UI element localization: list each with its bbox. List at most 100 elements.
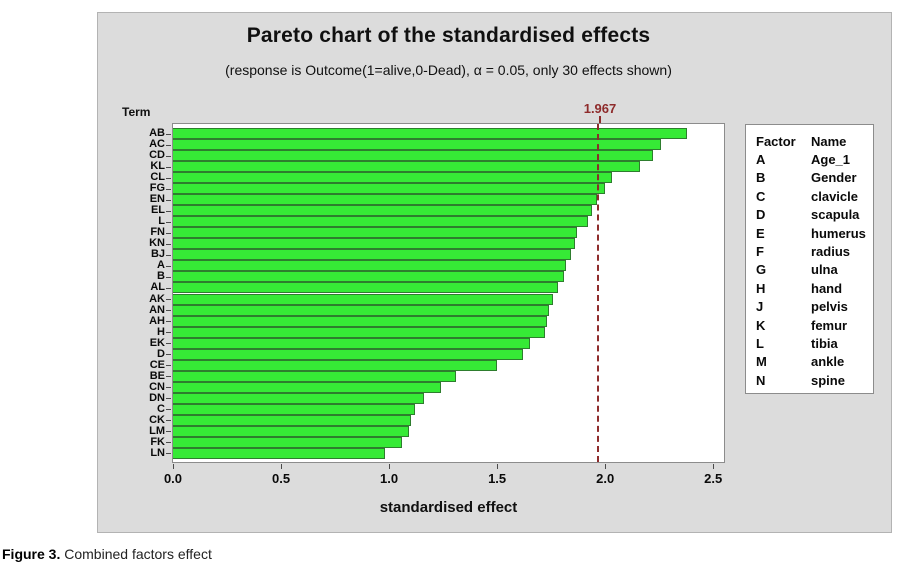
y-axis-tick [166,199,171,201]
y-axis-title: Term [122,105,151,119]
legend-factor-cell: K [756,317,766,333]
y-axis-tick [166,409,171,411]
y-axis-tick [166,166,171,168]
y-axis-term-label: AB [149,127,165,140]
figure-caption-label: Figure 3. [2,546,61,562]
x-axis-tick-label: 0.0 [163,471,183,486]
y-axis-term-label: DN [149,391,165,404]
y-axis-term-label: LM [149,424,165,437]
legend-name-cell: humerus [811,225,866,241]
legend-factor-cell: C [756,188,766,204]
legend-name-cell: femur [811,317,848,333]
y-axis-term-label: CE [149,358,165,371]
bar [173,414,411,426]
figure-caption-text: Combined factors effect [60,546,212,562]
legend-factor-cell: G [756,262,767,278]
bar [173,271,565,283]
bar [173,216,588,228]
chart-panel: Pareto chart of the standardised effects… [97,12,892,533]
legend-factor-cell: B [756,170,766,186]
y-axis-tick [166,133,171,135]
y-axis-term-label: C [157,402,165,415]
bar [173,425,409,437]
legend-header-cell: Name [811,133,847,149]
y-axis-tick [166,431,171,433]
y-axis-term-label: H [157,325,165,338]
y-axis-tick [166,155,171,157]
legend-factor-cell: D [756,207,766,223]
legend-row: A Age_1 [756,150,873,168]
y-axis-term-label: AL [150,281,165,294]
bar [173,359,498,371]
bar [173,337,530,349]
legend-row: B Gender [756,169,873,187]
bar [173,370,457,382]
bar [173,282,558,294]
bar [173,326,545,338]
legend-factor-cell: M [756,354,767,370]
x-axis-tick-label: 1.0 [380,471,399,486]
bar [173,436,403,448]
y-axis-term-label: D [157,347,165,360]
legend-name-cell: spine [811,372,845,388]
legend-name-cell: tibia [811,335,838,351]
bar [173,183,606,195]
y-axis-term-label: AK [149,292,165,305]
y-axis-term-label: AN [149,303,165,316]
y-axis-term-label: FN [150,226,165,239]
y-axis-tick [166,310,171,312]
y-axis-tick [166,265,171,267]
y-axis-term-label: AH [149,314,165,327]
y-axis-tick [166,453,171,455]
y-axis-tick [166,243,171,245]
y-axis-tick [166,343,171,345]
y-axis-term-label: FK [150,435,165,448]
y-axis-term-label: BJ [150,248,165,261]
y-axis-tick [166,420,171,422]
y-axis-term-label: KL [150,160,165,173]
bar [173,447,385,459]
y-axis-term-label: CD [149,149,165,162]
y-axis-term-label: EN [149,193,165,206]
x-axis-tick [389,464,391,469]
x-axis-tick [173,464,174,469]
y-axis-term-label: B [157,270,165,283]
y-axis-term-label: CK [149,413,165,426]
bar [173,293,554,305]
bar [173,227,578,239]
x-axis-tick-label: 1.5 [488,471,507,486]
legend-factor-cell: J [756,299,764,315]
legend-factor-cell: F [756,244,764,260]
legend-name-cell: ulna [811,262,838,278]
x-axis-tick [713,464,715,469]
y-axis-term-label: FG [149,182,165,195]
y-axis-term-label: AC [149,138,165,151]
y-axis-tick [166,398,171,400]
legend-name-cell: radius [811,244,851,260]
bar [173,205,593,217]
reference-line [597,124,600,462]
y-axis-tick [166,254,171,256]
legend-name-cell: Gender [811,170,857,186]
x-axis-tick-label: 2.5 [704,471,723,486]
chart-title: Pareto chart of the standardised effects [246,24,651,47]
y-axis-term-label: KN [149,237,165,250]
x-axis-title: standardised effect [379,499,518,516]
y-axis-tick [166,287,171,289]
y-axis-tick [166,442,171,444]
x-axis-tick-label: 2.0 [596,471,615,486]
legend-factor-cell: N [756,372,766,388]
legend-name-cell: ankle [811,354,845,370]
legend-name-cell: hand [811,280,843,296]
y-axis-term-label: LN [150,446,165,459]
legend-name-cell: Age_1 [811,152,851,168]
y-axis-tick [166,210,171,212]
y-axis-tick [166,144,171,146]
legend-name-cell: scapula [811,207,860,223]
y-axis-term-label: CL [150,171,165,184]
